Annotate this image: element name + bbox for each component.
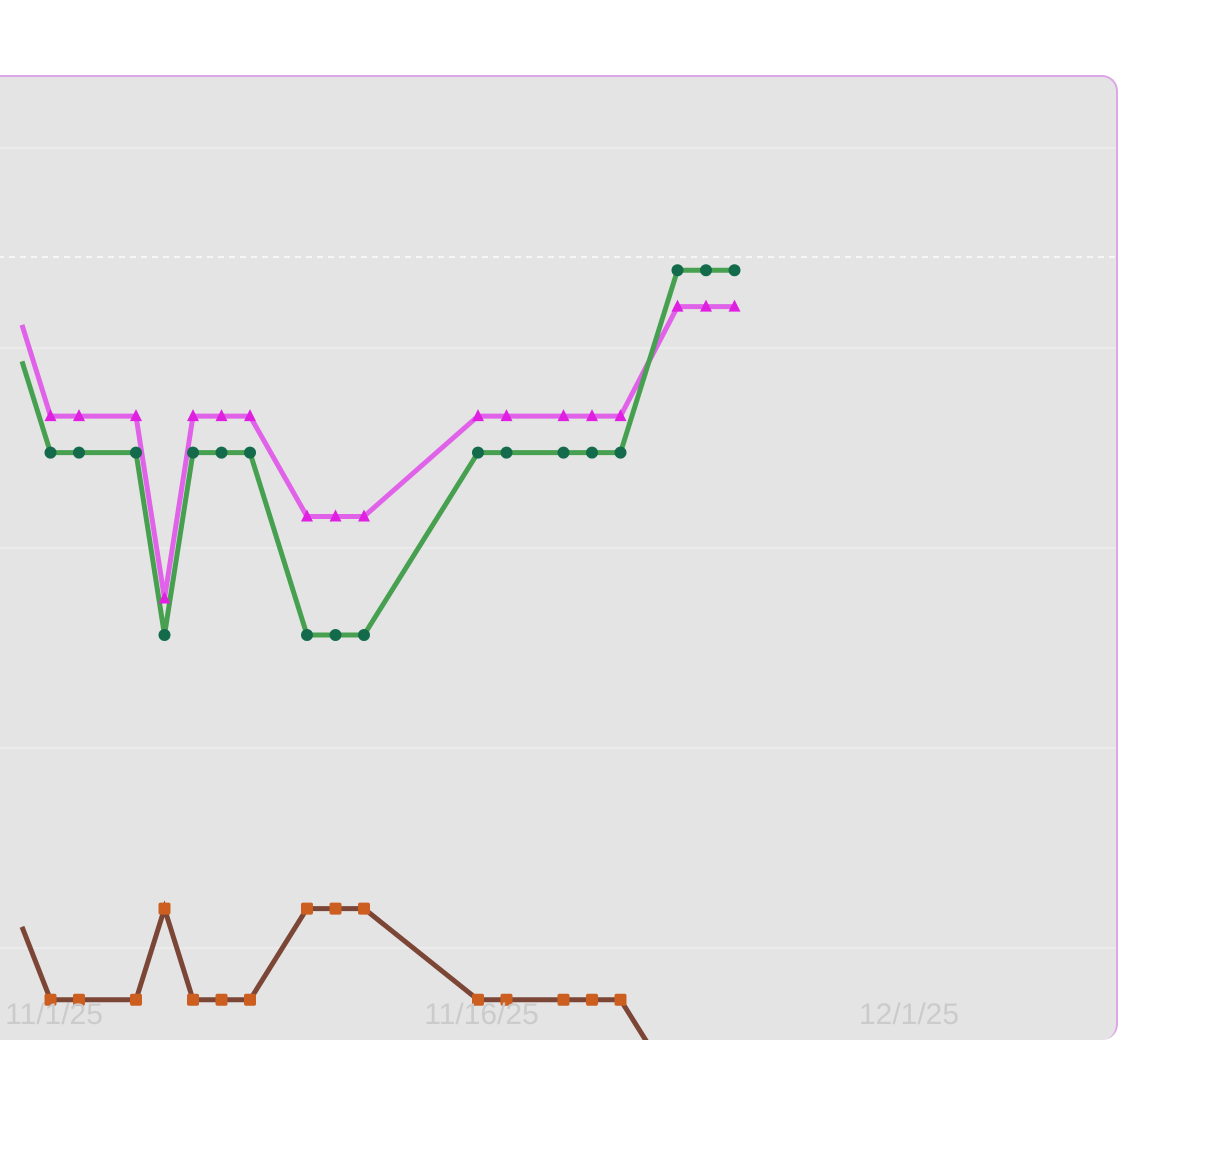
series-marker-0	[301, 509, 313, 522]
line-chart: 11/1/25 11/16/25 12/1/25	[0, 147, 1116, 1040]
series-marker-1	[73, 446, 85, 459]
series-marker-0	[700, 299, 712, 312]
series-marker-0	[44, 409, 57, 422]
series-marker-2	[472, 993, 484, 1006]
series-marker-0	[215, 409, 228, 422]
series-marker-0	[586, 409, 598, 422]
series-marker-0	[671, 299, 684, 312]
series-marker-0	[158, 591, 171, 604]
series-marker-2	[329, 902, 342, 915]
series-marker-2	[187, 993, 199, 1006]
x-tick-label: 11/16/25	[424, 998, 539, 1031]
x-tick-label: 12/1/25	[859, 998, 959, 1031]
series-marker-0	[500, 409, 513, 422]
series-marker-2	[586, 993, 598, 1006]
series-lines	[19, 267, 735, 1040]
series-marker-1	[329, 629, 342, 641]
series-marker-2	[301, 902, 313, 915]
series-marker-0	[130, 409, 142, 422]
series-marker-1	[130, 446, 142, 459]
series-marker-0	[187, 409, 199, 422]
series-marker-2	[158, 902, 171, 915]
series-marker-2	[130, 993, 142, 1006]
series-marker-1	[728, 264, 741, 277]
chart-panel: 11/1/25 11/16/25 12/1/25	[0, 75, 1118, 1040]
series-marker-0	[472, 409, 484, 422]
series-marker-0	[73, 409, 85, 422]
series-marker-2	[44, 993, 57, 1006]
series-marker-1	[44, 446, 57, 459]
series-marker-1	[671, 264, 684, 277]
series-marker-1	[244, 446, 256, 459]
series-marker-0	[557, 409, 570, 422]
series-marker-2	[614, 993, 627, 1006]
series-marker-1	[700, 264, 712, 277]
series-marker-1	[187, 446, 199, 459]
x-tick-label: 11/1/25	[5, 998, 103, 1031]
series-marker-1	[586, 446, 598, 459]
series-marker-2	[215, 993, 228, 1006]
series-marker-0	[358, 509, 370, 522]
series-marker-1	[158, 629, 171, 641]
series-marker-1	[301, 629, 313, 641]
series-marker-2	[358, 902, 370, 915]
series-markers	[44, 264, 741, 1006]
x-axis-ticks: 11/1/25 11/16/25 12/1/25	[5, 998, 959, 1031]
series-marker-2	[73, 993, 85, 1006]
grid-lines	[0, 147, 1116, 949]
series-marker-0	[329, 509, 342, 522]
series-marker-0	[728, 299, 741, 312]
series-marker-2	[244, 993, 256, 1006]
series-line-1	[19, 267, 735, 638]
series-marker-1	[557, 446, 570, 459]
series-marker-1	[472, 446, 484, 459]
series-marker-1	[215, 446, 228, 459]
series-marker-0	[244, 409, 256, 422]
series-marker-2	[557, 993, 570, 1006]
series-marker-0	[614, 409, 627, 422]
series-marker-1	[500, 446, 513, 459]
series-marker-1	[358, 629, 370, 641]
series-line-2	[19, 900, 649, 1040]
series-marker-1	[614, 446, 627, 459]
series-marker-2	[500, 993, 513, 1006]
